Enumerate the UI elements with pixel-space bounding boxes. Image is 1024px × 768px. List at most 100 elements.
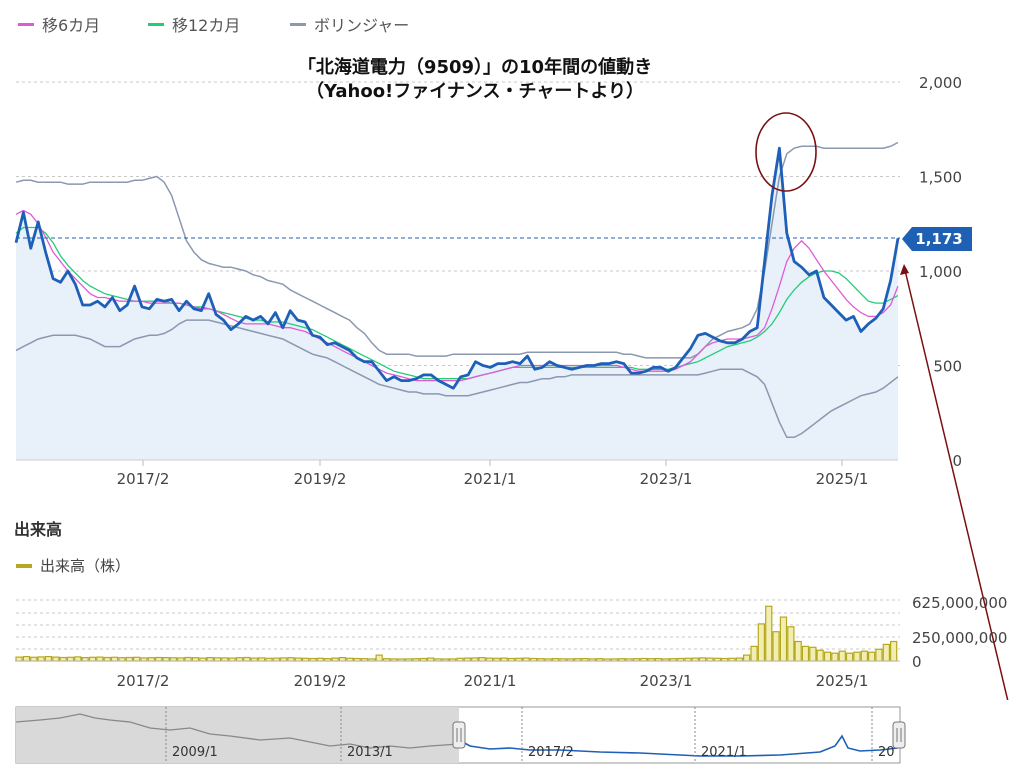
volume-bar (184, 656, 192, 662)
title-line-1: 「北海道電力（9509）」の10年間の値動き (297, 57, 653, 78)
annotation-arrowhead (900, 264, 909, 275)
volume-bar (125, 656, 134, 662)
bollinger-swatch (290, 22, 306, 26)
bollinger-bands (15, 141, 899, 439)
current-price-badge: 1,173 (902, 227, 972, 251)
range-navigator[interactable]: 2009/1 2013/1 2017/2 2021/1 20 (0, 700, 1024, 768)
price-area-fill (16, 148, 898, 460)
volume-bar (867, 651, 876, 662)
volume-bar (37, 656, 45, 662)
volume-x-tick-label: 2021/1 (464, 672, 517, 690)
volume-bar (875, 648, 883, 662)
volume-bar (162, 656, 170, 662)
volume-y-axis: 625,000,000 250,000,000 0 (912, 594, 1007, 671)
volume-bar (831, 652, 839, 662)
volume-x-tick-label: 2017/2 (117, 672, 170, 690)
volume-bar (206, 656, 214, 662)
volume-legend[interactable]: 出来高（株） (16, 555, 130, 576)
volume-bar (103, 656, 111, 662)
ma6-swatch (18, 22, 34, 26)
navigator-selected-line (458, 734, 899, 757)
volume-bar (794, 640, 802, 662)
volume-x-axis: 2017/2 2019/2 2021/1 2023/1 2025/1 (117, 672, 869, 690)
volume-y-tick-label: 0 (912, 653, 922, 671)
volume-bar (155, 656, 163, 662)
price-y-axis: 2,000 1,500 1,000 500 0 (919, 74, 962, 470)
volume-bar (22, 655, 31, 662)
volume-x-tick-label: 2023/1 (640, 672, 693, 690)
volume-bar (44, 655, 53, 662)
bollinger-lower-line (15, 319, 899, 439)
volume-bar (809, 646, 817, 662)
volume-y-tick-label: 625,000,000 (912, 594, 1007, 612)
title-line-2: （Yahoo!ファイナンス・チャートより） (305, 81, 645, 102)
volume-swatch (16, 563, 32, 568)
volume-x-tick-label: 2025/1 (816, 672, 869, 690)
volume-bar (66, 656, 75, 662)
volume-bar (15, 656, 23, 662)
price-area (16, 148, 898, 460)
volume-y-tick-label: 250,000,000 (912, 629, 1007, 647)
nav-label-2017: 2017/2 (528, 745, 574, 760)
volume-bar (838, 650, 846, 662)
volume-bar (81, 656, 89, 662)
price-y-tick-label: 1,000 (919, 263, 962, 281)
volume-bar (889, 640, 898, 662)
price-series (14, 146, 900, 390)
ma12-swatch (148, 22, 164, 26)
price-x-tick-label: 2021/1 (464, 470, 517, 488)
volume-bar (110, 656, 119, 662)
legend-label-ma6: 移6カ月 (42, 16, 101, 35)
volume-bar (823, 651, 832, 662)
price-y-tick-label: 500 (933, 358, 962, 376)
volume-bar (478, 656, 486, 662)
price-x-tick-label: 2019/2 (294, 470, 347, 488)
price-line (14, 146, 900, 390)
volume-bar (757, 623, 765, 662)
volume-bar (375, 654, 383, 662)
volume-section-title: 出来高 (14, 520, 63, 539)
volume-bar (801, 645, 810, 662)
volume-bar (88, 656, 97, 662)
volume-bar (59, 656, 67, 662)
nav-label-2009: 2009/1 (172, 745, 218, 760)
volume-bars (15, 605, 898, 662)
price-y-tick-label: 1,500 (919, 169, 962, 187)
volume-bar (860, 650, 868, 662)
volume-bar (750, 645, 758, 662)
annotation-arrow-line (903, 265, 1009, 700)
volume-x-tick-label: 2019/2 (294, 672, 347, 690)
volume-bar (882, 643, 890, 662)
volume-bar (765, 605, 773, 662)
nav-label-2013: 2013/1 (347, 745, 393, 760)
legend-label-bollinger: ボリンジャー (314, 16, 410, 35)
volume-bar (779, 616, 788, 662)
legend-label-ma12: 移12カ月 (172, 16, 241, 35)
price-x-tick-label: 2025/1 (816, 470, 869, 488)
price-x-tick-label: 2023/1 (640, 470, 693, 488)
price-x-tick-label: 2017/2 (117, 470, 170, 488)
nav-label-20: 20 (878, 745, 895, 760)
volume-bar (133, 656, 141, 662)
nav-label-2021: 2021/1 (701, 745, 747, 760)
price-y-tick-label: 2,000 (919, 74, 962, 92)
volume-bar (30, 656, 38, 662)
legend-item-bollinger[interactable]: ボリンジャー (290, 12, 409, 36)
navigator-history-line (15, 713, 460, 749)
volume-bar (96, 656, 104, 662)
navigator-dividers (165, 707, 873, 763)
volume-bar (742, 654, 751, 662)
volume-bar (772, 631, 780, 662)
volume-bar (845, 652, 854, 662)
legend-item-ma6[interactable]: 移6カ月 (18, 12, 100, 36)
volume-bar (816, 649, 824, 662)
chart-title: 「北海道電力（9509）」の10年間の値動き （Yahoo!ファイナンス・チャー… (240, 56, 710, 104)
price-y-tick-label: 0 (952, 452, 962, 470)
legend-item-ma12[interactable]: 移12カ月 (148, 12, 240, 36)
volume-bar (74, 656, 82, 662)
navigator-right-handle[interactable] (892, 721, 906, 749)
volume-bar (853, 651, 861, 662)
volume-bar (338, 656, 347, 662)
navigator-left-handle[interactable] (452, 721, 466, 749)
